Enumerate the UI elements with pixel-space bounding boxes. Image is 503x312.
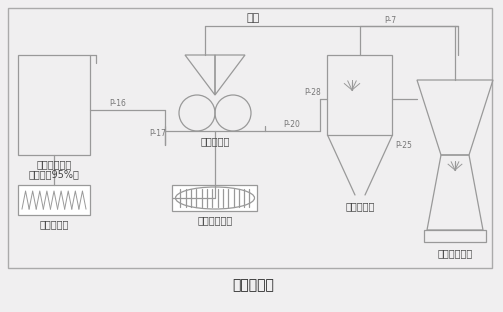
Text: 尾气处理系统: 尾气处理系统 [438,248,473,258]
Text: 污泥焚烧炉: 污泥焚烧炉 [346,201,375,211]
Text: 板框压滤机: 板框压滤机 [200,136,230,146]
Text: P-17: P-17 [149,129,166,138]
Text: 除臭: 除臭 [246,13,260,23]
Text: P-28: P-28 [305,88,321,97]
Text: 刮板式输送机: 刮板式输送机 [197,215,232,225]
Text: P-25: P-25 [395,141,412,150]
Text: P-7: P-7 [384,16,396,25]
Bar [424,230,486,242]
Bar [173,185,258,211]
Text: 污水处理厂: 污水处理厂 [232,278,274,292]
Bar [18,185,90,215]
Text: P-20: P-20 [284,120,300,129]
Text: （含水率95%）: （含水率95%） [29,169,79,179]
Text: 污泥输送机: 污泥输送机 [39,219,69,229]
Bar [18,55,90,155]
Bar [327,55,392,135]
Bar [8,8,492,268]
Text: 原始污泥储仓: 原始污泥储仓 [36,159,71,169]
Text: P-16: P-16 [110,99,126,108]
